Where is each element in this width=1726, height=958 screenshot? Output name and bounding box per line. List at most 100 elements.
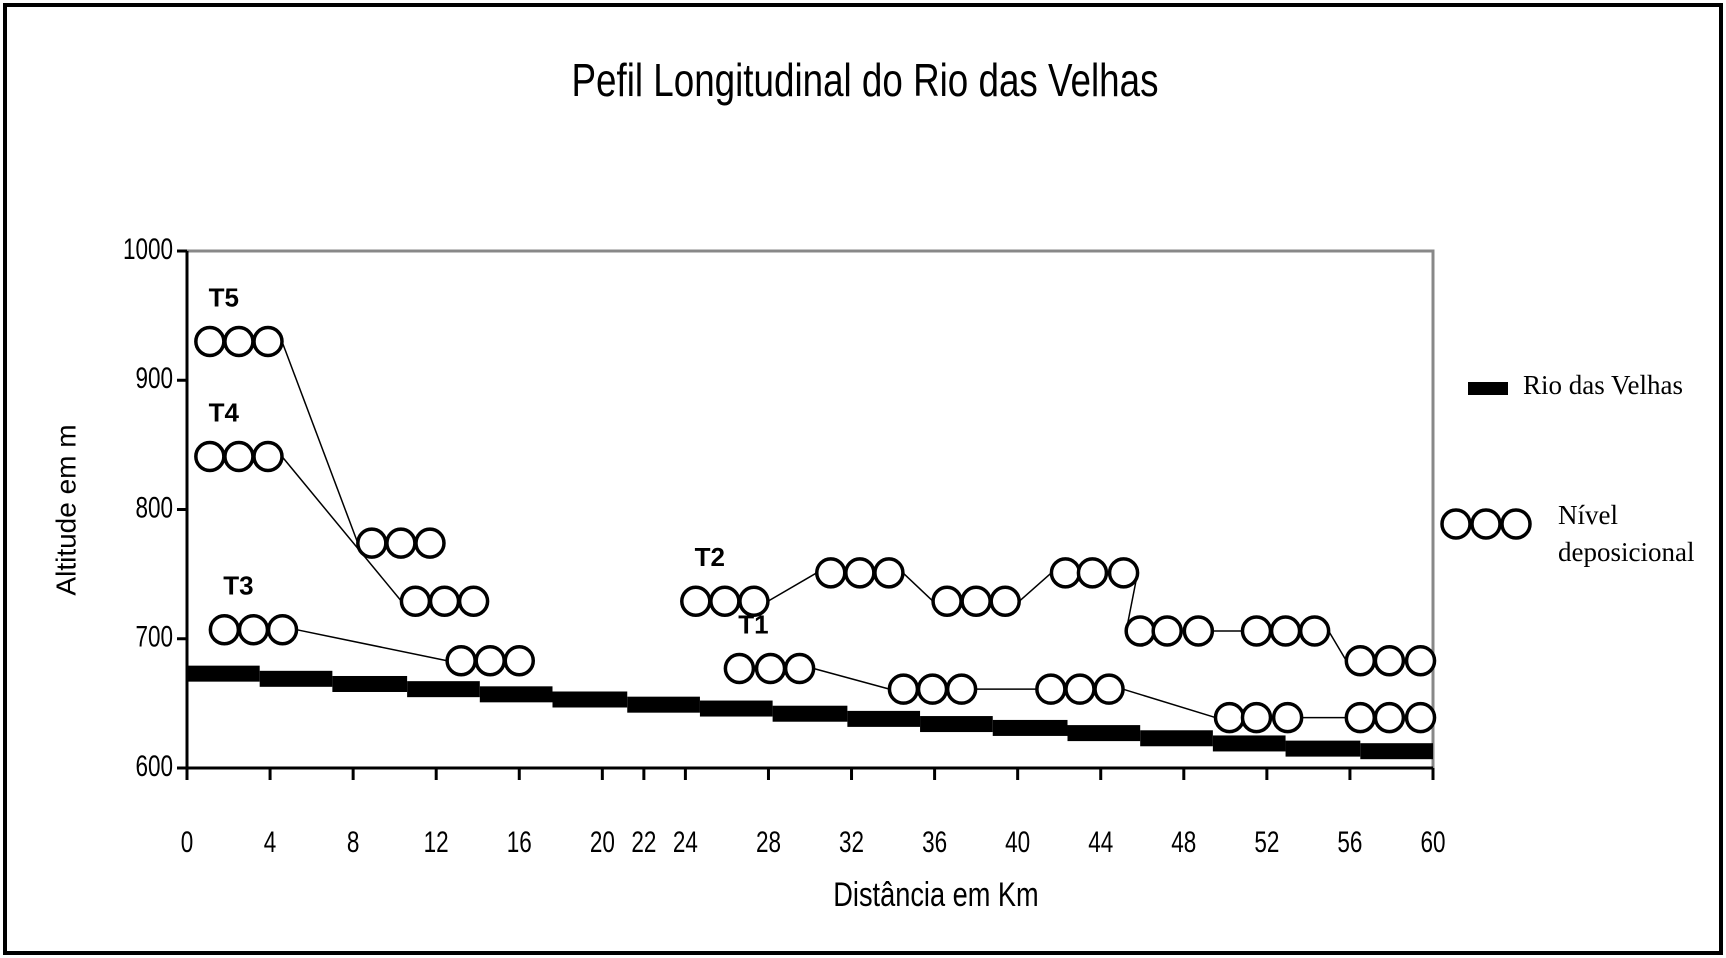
deposit-circle xyxy=(1344,644,1377,677)
deposit-circle xyxy=(1124,615,1156,647)
deposit-circle xyxy=(1298,615,1331,647)
x-tick-label: 0 xyxy=(181,825,194,859)
river-step xyxy=(920,716,993,733)
deposit-circle xyxy=(208,613,241,646)
river-step xyxy=(627,696,700,713)
connector xyxy=(281,341,359,544)
deposit-circle xyxy=(1182,615,1215,647)
x-tick-label: 56 xyxy=(1337,825,1362,859)
deposit-circle xyxy=(223,325,255,358)
connector xyxy=(296,628,448,662)
deposit-circle xyxy=(1404,644,1437,677)
deposit-circle xyxy=(457,585,490,618)
deposit-circle xyxy=(1240,701,1273,734)
deposit-circle xyxy=(1269,615,1302,647)
deposit-circle xyxy=(815,557,847,589)
river-step xyxy=(1212,735,1286,752)
x-tick-label: 60 xyxy=(1420,825,1445,859)
x-tick-label: 22 xyxy=(631,825,656,859)
connector xyxy=(1327,630,1347,662)
deposit-circle xyxy=(1240,615,1273,647)
river-step xyxy=(847,710,921,727)
deposit-circle xyxy=(1373,644,1406,677)
connector xyxy=(1122,688,1216,719)
x-tick-label: 44 xyxy=(1088,825,1113,859)
terrace-label: T4 xyxy=(209,397,240,427)
deposit-circle xyxy=(1035,673,1067,705)
deposit-circle xyxy=(252,325,284,358)
river-step xyxy=(332,675,408,692)
deposit-circle xyxy=(1344,701,1377,734)
connector xyxy=(902,572,934,602)
x-tick-label: 16 xyxy=(507,825,532,859)
legend-swatch xyxy=(1500,508,1532,540)
deposit-circle xyxy=(945,673,978,705)
connector xyxy=(767,572,818,602)
river-step xyxy=(552,691,628,708)
deposit-circle xyxy=(1213,701,1246,734)
terrace-label: T2 xyxy=(695,542,725,572)
river-step xyxy=(259,670,333,687)
legend-label: Rio das Velhas xyxy=(1523,370,1683,400)
x-tick-label: 32 xyxy=(839,825,864,859)
x-tick-label: 4 xyxy=(264,825,277,859)
deposit-circle xyxy=(1271,701,1304,734)
legend-label: Nível deposicional xyxy=(1558,500,1695,567)
x-tick-label: 20 xyxy=(590,825,615,859)
deposit-circle xyxy=(887,673,920,705)
deposit-circle xyxy=(783,652,816,685)
deposit-circle xyxy=(252,440,284,473)
deposit-circle xyxy=(194,325,226,358)
connector xyxy=(281,456,403,602)
y-tick-label: 700 xyxy=(135,620,173,654)
deposit-circle xyxy=(399,585,432,618)
chart-title: Pefil Longitudinal do Rio das Velhas xyxy=(572,54,1159,106)
legend-swatch xyxy=(1440,508,1472,540)
river-step xyxy=(699,700,773,717)
deposit-circle xyxy=(931,585,963,618)
connector xyxy=(813,667,890,690)
river-step xyxy=(1285,740,1361,757)
x-tick-label: 12 xyxy=(424,825,449,859)
river-step xyxy=(407,681,480,698)
deposit-circle xyxy=(738,585,770,618)
river-step xyxy=(187,665,260,682)
deposit-circle xyxy=(709,585,741,618)
deposit-circle xyxy=(414,527,446,559)
deposit-circle xyxy=(1151,615,1183,647)
deposit-circle xyxy=(1107,557,1140,589)
x-axis-label: Distância em Km xyxy=(833,875,1038,914)
deposit-circle xyxy=(474,644,506,677)
deposit-circle xyxy=(1373,701,1406,734)
deposit-circle xyxy=(385,527,417,559)
river-step xyxy=(772,705,848,722)
river-step xyxy=(992,719,1068,736)
deposit-circle xyxy=(1093,673,1125,705)
x-tick-label: 40 xyxy=(1005,825,1030,859)
deposit-circle xyxy=(916,673,949,705)
deposit-circle xyxy=(873,557,905,589)
x-tick-label: 24 xyxy=(673,825,698,859)
deposit-circle xyxy=(960,585,992,618)
y-tick-label: 600 xyxy=(135,749,173,783)
deposit-circle xyxy=(680,585,712,618)
deposit-circle xyxy=(266,613,299,646)
deposit-circle xyxy=(723,652,756,685)
deposit-circle xyxy=(754,652,787,685)
x-tick-label: 36 xyxy=(922,825,947,859)
x-tick-label: 8 xyxy=(347,825,360,859)
legend-swatch xyxy=(1468,382,1508,395)
deposit-circle xyxy=(445,644,477,677)
river-step xyxy=(479,686,553,703)
deposit-circle xyxy=(503,644,536,677)
deposit-circle xyxy=(1064,673,1096,705)
deposit-circle xyxy=(989,585,1021,618)
deposit-circle xyxy=(223,440,255,473)
river-step xyxy=(1140,730,1213,747)
x-tick-label: 28 xyxy=(756,825,781,859)
connector xyxy=(1018,572,1052,602)
y-tick-label: 1000 xyxy=(123,232,173,266)
frame xyxy=(3,3,1723,955)
